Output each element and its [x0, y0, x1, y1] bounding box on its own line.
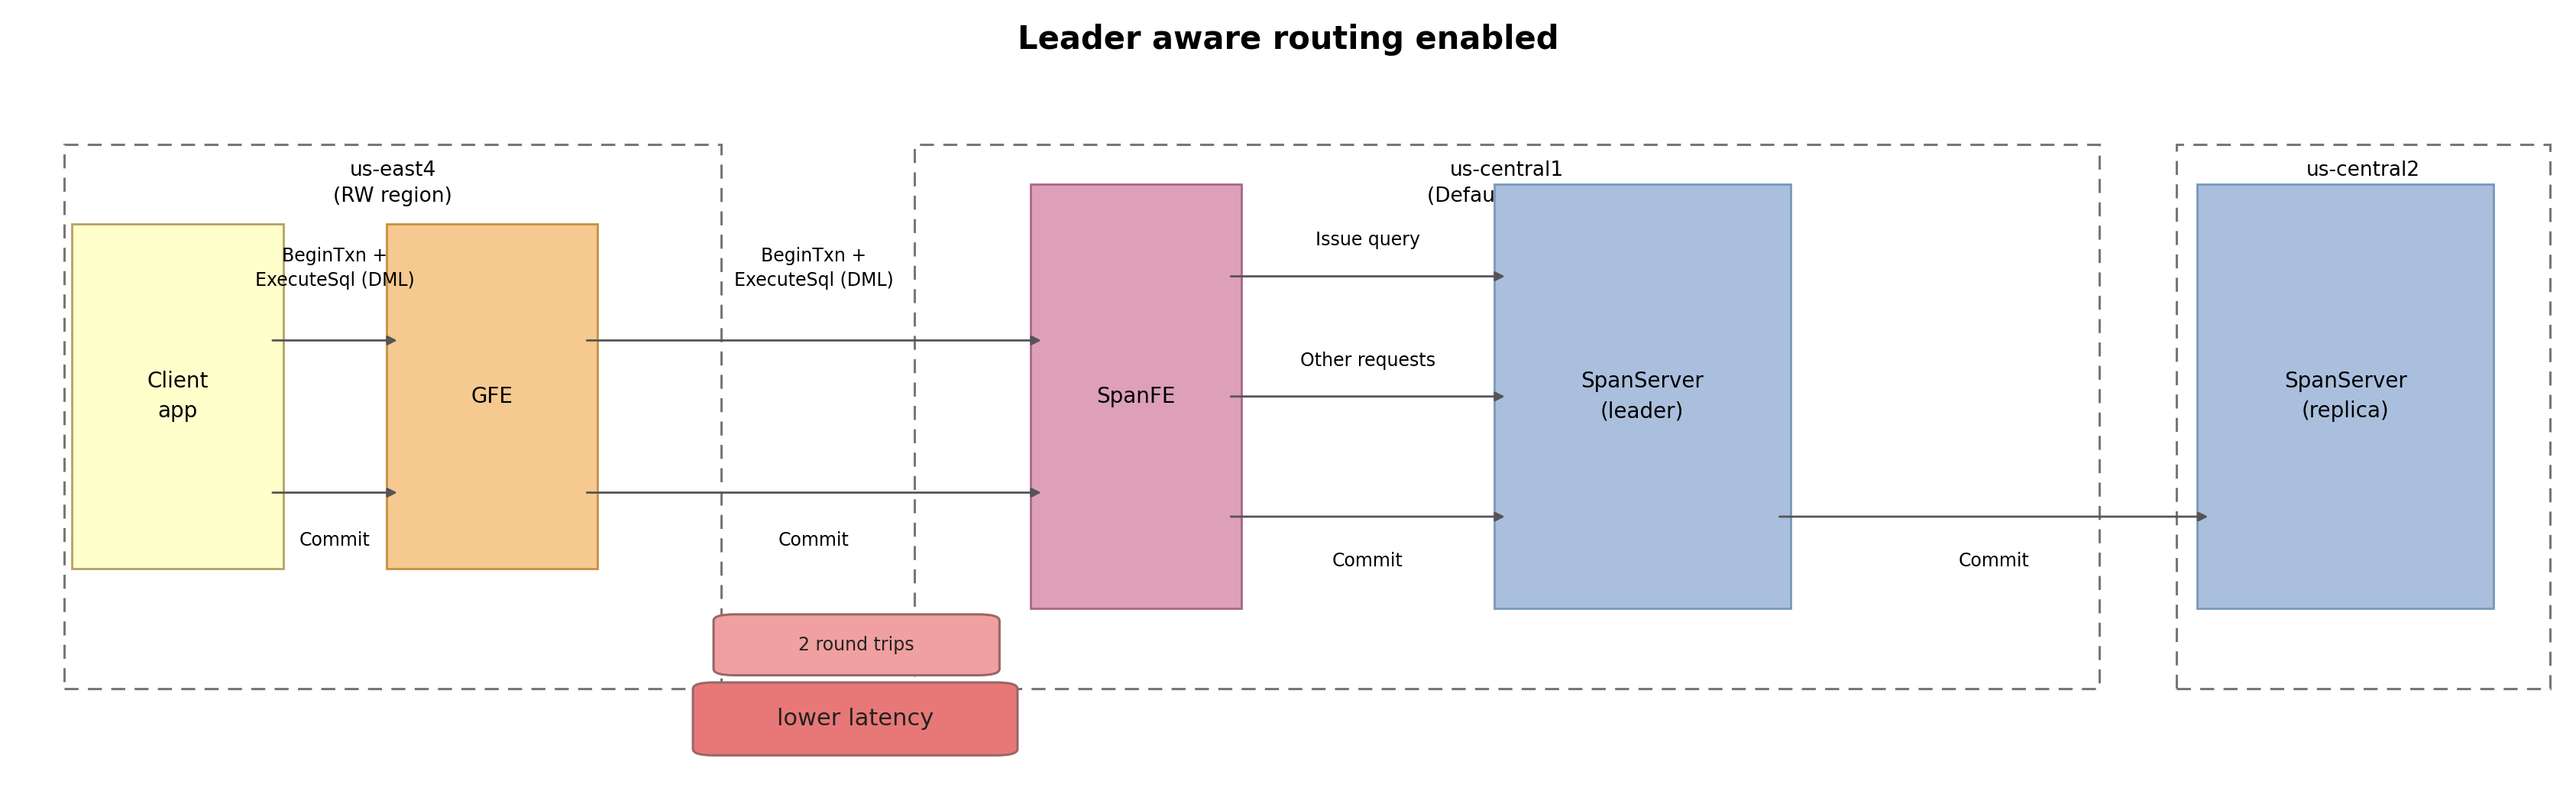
- Text: Leader aware routing enabled: Leader aware routing enabled: [1018, 24, 1558, 56]
- Text: us-central2
(Witness): us-central2 (Witness): [2306, 160, 2421, 206]
- FancyBboxPatch shape: [2197, 184, 2494, 609]
- Text: Other requests: Other requests: [1301, 352, 1435, 369]
- Text: SpanServer
(leader): SpanServer (leader): [1582, 371, 1703, 422]
- FancyBboxPatch shape: [72, 224, 283, 569]
- FancyBboxPatch shape: [714, 614, 999, 675]
- Text: SpanFE: SpanFE: [1097, 386, 1175, 407]
- Text: Commit: Commit: [299, 532, 371, 549]
- Text: 2 round trips: 2 round trips: [799, 636, 914, 654]
- Text: Client
app: Client app: [147, 371, 209, 422]
- FancyBboxPatch shape: [1494, 184, 1790, 609]
- Text: us-central1
(Default leader): us-central1 (Default leader): [1427, 160, 1587, 206]
- Text: us-east4
(RW region): us-east4 (RW region): [332, 160, 453, 206]
- Text: Commit: Commit: [1958, 552, 2030, 570]
- Text: Commit: Commit: [778, 532, 850, 549]
- FancyBboxPatch shape: [386, 224, 598, 569]
- FancyBboxPatch shape: [1030, 184, 1242, 609]
- Text: BeginTxn +
ExecuteSql (DML): BeginTxn + ExecuteSql (DML): [734, 247, 894, 290]
- Text: Commit: Commit: [1332, 552, 1404, 570]
- Text: lower latency: lower latency: [778, 708, 933, 730]
- Text: BeginTxn +
ExecuteSql (DML): BeginTxn + ExecuteSql (DML): [255, 247, 415, 290]
- Text: GFE: GFE: [471, 386, 513, 407]
- Text: SpanServer
(replica): SpanServer (replica): [2285, 371, 2406, 422]
- Text: Issue query: Issue query: [1316, 231, 1419, 249]
- FancyBboxPatch shape: [693, 682, 1018, 755]
